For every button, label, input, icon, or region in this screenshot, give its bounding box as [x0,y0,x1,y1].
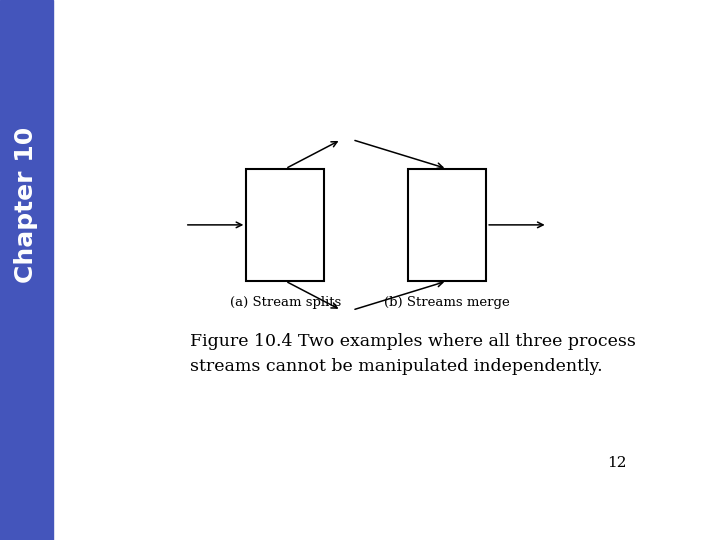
Text: streams cannot be manipulated independently.: streams cannot be manipulated independen… [190,358,603,375]
Text: (a) Stream splits: (a) Stream splits [230,295,341,308]
Bar [246,168,324,281]
Text: Figure 10.4 Two examples where all three process: Figure 10.4 Two examples where all three… [190,333,636,350]
Text: 12: 12 [608,456,627,470]
Text: Chapter 10: Chapter 10 [14,127,38,284]
Bar [408,168,486,281]
Text: (b) Streams merge: (b) Streams merge [384,295,510,308]
